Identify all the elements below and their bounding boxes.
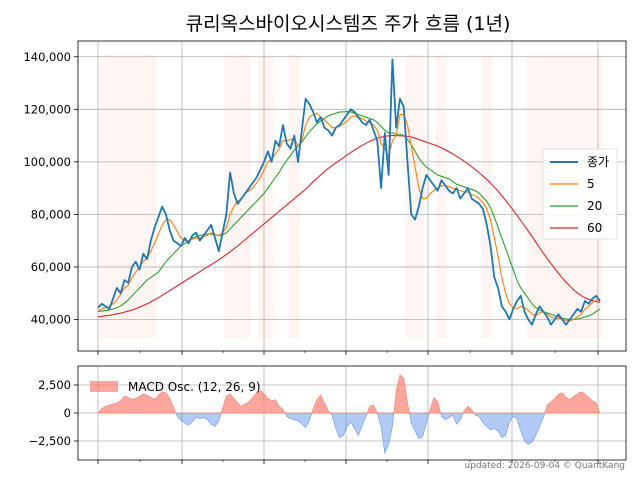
macd-legend-label: MACD Osc. (12, 26, 9) xyxy=(128,380,261,394)
legend-label-3: 60 xyxy=(587,221,602,235)
macd-panel: 2,500 0 −2,500 MACD Osc. (12, 26, 9) xyxy=(28,365,627,464)
footer-credit: updated: 2026-09-04 © QuantKang xyxy=(464,461,625,471)
price-ytick-label-1: 60,000 xyxy=(31,260,71,274)
legend-label-0: 종가 xyxy=(587,155,609,169)
price-legend: 종가 5 20 60 xyxy=(542,148,618,240)
price-ytick-label-0: 40,000 xyxy=(31,312,71,326)
highlight-band-0 xyxy=(99,55,157,338)
macd-negative-area xyxy=(97,413,601,455)
macd-ytick-label-0: 2,500 xyxy=(38,378,71,392)
highlight-band-5 xyxy=(435,55,448,338)
series-line-ma5 xyxy=(97,112,600,322)
legend-label-2: 20 xyxy=(587,199,602,213)
macd-ytick-label-2: −2,500 xyxy=(28,434,71,448)
price-ytick-label-2: 80,000 xyxy=(31,207,71,221)
macd-ytick-label-1: 0 xyxy=(64,406,71,420)
price-ytick-label-5: 140,000 xyxy=(23,50,71,64)
price-panel: 40,00060,00080,000100,000120,000140,000 … xyxy=(23,40,627,355)
series-line-ma60 xyxy=(97,135,601,318)
price-plot-frame xyxy=(77,40,627,352)
chart-title: 큐리옥스바이오시스템즈 주가 흐름 (1년) xyxy=(186,13,511,35)
legend-label-1: 5 xyxy=(587,177,595,191)
macd-positive-area xyxy=(97,374,601,413)
highlight-band-6 xyxy=(480,55,493,338)
macd-legend-swatch xyxy=(90,381,118,392)
macd-legend: MACD Osc. (12, 26, 9) xyxy=(90,380,261,394)
series-line-close xyxy=(97,58,601,326)
highlight-band-3 xyxy=(288,55,301,338)
price-ytick-label-3: 100,000 xyxy=(23,155,71,169)
price-ytick-label-4: 120,000 xyxy=(23,102,71,116)
legend-box xyxy=(542,148,618,240)
